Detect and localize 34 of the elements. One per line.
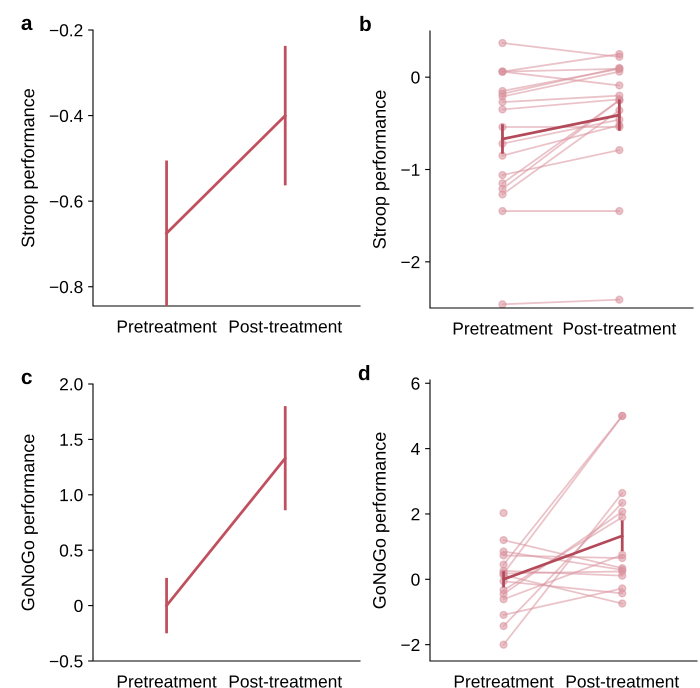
y-tick-label: 0 <box>411 573 420 586</box>
x-tick-label: Post-treatment <box>230 320 342 333</box>
y-tick-label: 4 <box>411 442 420 455</box>
y-tick-label: 2 <box>411 508 420 520</box>
y-tick-label: 0.5 <box>60 544 83 557</box>
chart-title: a <box>22 18 33 30</box>
y-tick-label: 1.5 <box>60 434 83 446</box>
y-tick-label: −0.4 <box>50 110 83 122</box>
chart-title: d <box>358 365 370 380</box>
x-tick-label: Pretreatment <box>454 676 554 688</box>
y-tick-label: 1.0 <box>60 488 83 502</box>
chart-title: c <box>22 372 32 384</box>
y-tick-label: −2 <box>401 638 420 651</box>
y-axis-title: GoNoGo performance <box>372 432 390 608</box>
y-axis-title: GoNoGo performance <box>21 434 38 610</box>
x-tick-label: Pretreatment <box>118 676 217 688</box>
y-tick-label: −1 <box>401 164 420 176</box>
y-axis-title: Stroop performance <box>372 90 390 248</box>
y-axis-title: Stroop performance <box>21 89 38 247</box>
x-tick-label: Post-treatment <box>230 676 342 688</box>
y-tick-label: 0 <box>411 71 420 84</box>
x-tick-label: Pretreatment <box>118 320 217 333</box>
y-tick-label: −0.2 <box>50 24 82 36</box>
x-tick-label: Pretreatment <box>454 322 553 335</box>
y-tick-label: −0.5 <box>50 655 83 668</box>
y-tick-label: −0.6 <box>50 195 83 208</box>
y-tick-label: −0.8 <box>50 280 83 294</box>
y-tick-label: 6 <box>412 377 420 390</box>
y-tick-label: −2 <box>401 256 420 268</box>
chart-title: b <box>360 16 371 32</box>
x-tick-label: Post-treatment <box>566 676 680 688</box>
y-tick-label: 0 <box>74 600 83 612</box>
x-tick-label: Post-treatment <box>564 322 676 335</box>
y-tick-label: 2.0 <box>60 378 83 390</box>
